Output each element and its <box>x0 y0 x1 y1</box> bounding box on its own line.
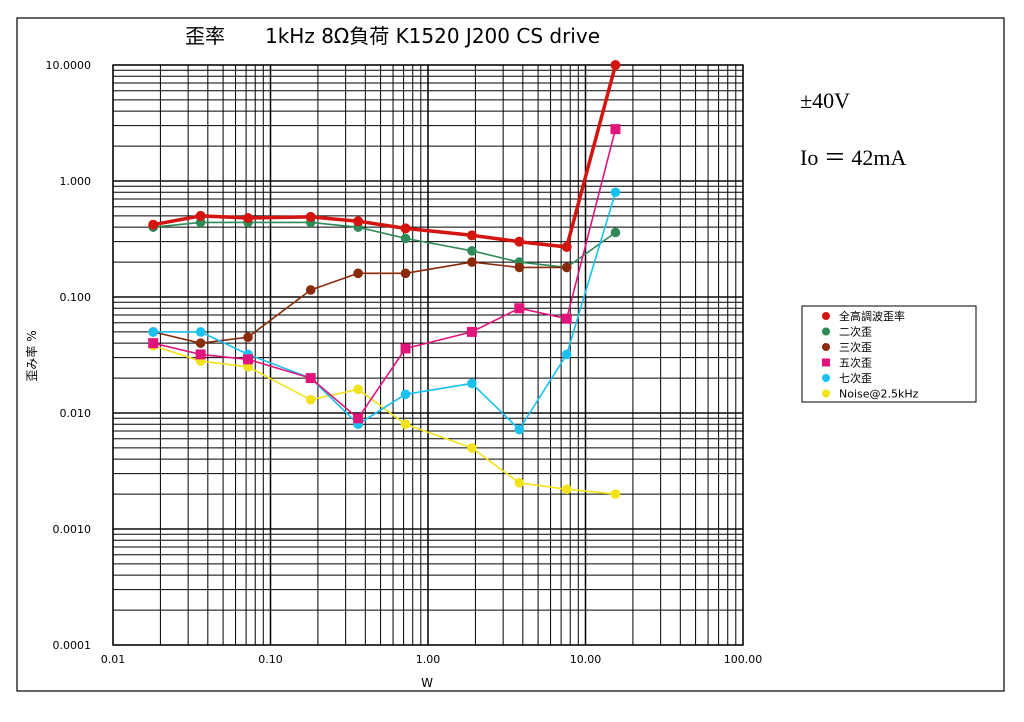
legend-marker <box>822 327 830 336</box>
legend-marker <box>822 358 830 367</box>
y-tick-label: 1.000 <box>60 175 92 188</box>
data-point <box>466 326 477 337</box>
legend-marker <box>822 312 830 320</box>
data-point <box>195 327 206 337</box>
x-tick-label: 0.10 <box>258 653 283 666</box>
data-point <box>561 313 572 324</box>
series-line <box>153 191 617 431</box>
x-axis-ticks: 0.01 0.10 1.00 10.00 100.00 <box>101 653 763 666</box>
data-point <box>353 216 364 227</box>
data-point <box>467 257 477 267</box>
plot-area-frame <box>112 64 744 646</box>
y-tick-label: 10.0000 <box>46 59 92 72</box>
data-point <box>467 378 477 389</box>
legend-label: 二次歪 <box>839 325 872 339</box>
data-point <box>305 394 316 405</box>
data-point <box>467 443 477 453</box>
y-tick-label: 0.010 <box>60 407 92 420</box>
data-point <box>514 478 525 488</box>
data-point <box>514 236 525 247</box>
y-axis-ticks: 0.0001 0.0010 0.010 0.100 1.000 10.0000 <box>46 59 92 652</box>
data-point <box>305 373 316 384</box>
data-point <box>514 262 525 273</box>
data-point <box>400 419 411 430</box>
legend-box <box>801 305 977 403</box>
y-tick-label: 0.0010 <box>53 523 92 536</box>
data-point <box>514 424 525 435</box>
chart-title: 歪率 1kHz 8Ω負荷 K1520 J200 CS drive <box>185 24 600 48</box>
x-tick-label: 1.00 <box>416 653 441 666</box>
data-point <box>400 233 411 244</box>
x-tick-label: 100.00 <box>724 653 763 666</box>
data-point <box>466 230 477 241</box>
data-point <box>610 60 621 70</box>
data-point <box>353 268 363 279</box>
legend-label: Noise@2.5kHz <box>839 388 919 401</box>
data-point <box>400 223 411 234</box>
data-point <box>400 389 411 400</box>
data-point <box>467 246 477 256</box>
data-point <box>243 354 254 365</box>
legend-marker <box>822 343 830 351</box>
data-point <box>561 349 572 360</box>
data-point <box>148 219 159 230</box>
data-point <box>561 241 572 252</box>
data-point <box>148 338 159 349</box>
data-point <box>305 211 316 222</box>
legend-label: 三次歪 <box>839 340 872 354</box>
series-line <box>152 64 618 249</box>
y-tick-label: 0.100 <box>60 291 92 304</box>
data-point <box>195 349 206 360</box>
series-line <box>152 344 616 495</box>
x-tick-label: 10.00 <box>570 653 602 666</box>
series-lines <box>148 60 621 499</box>
series-line <box>153 128 617 420</box>
data-point <box>610 124 621 135</box>
data-point <box>610 489 621 499</box>
data-point <box>195 338 206 348</box>
legend-label: 五次歪 <box>839 356 872 370</box>
annotation-idle-current: Io ＝ 42mA <box>800 145 906 170</box>
data-point <box>243 212 254 223</box>
data-point <box>400 268 411 279</box>
y-axis-label: 歪み率 % <box>24 330 39 381</box>
data-point <box>243 332 253 343</box>
data-point <box>400 343 411 354</box>
annotation-voltage: ±40V <box>800 88 850 113</box>
y-tick-label: 0.0001 <box>53 639 92 652</box>
data-point <box>610 227 621 238</box>
data-point <box>353 413 364 424</box>
data-point <box>561 262 572 273</box>
legend-label: 七次歪 <box>839 371 872 385</box>
legend-marker <box>822 389 830 398</box>
legend-marker <box>822 374 830 382</box>
data-point <box>148 327 159 337</box>
legend-label: 全高調波歪率 <box>839 309 905 323</box>
data-point <box>305 285 316 295</box>
data-point <box>514 303 525 314</box>
data-point <box>353 384 363 395</box>
data-point <box>610 187 621 198</box>
x-axis-label: W <box>421 676 433 690</box>
series-line <box>153 221 616 269</box>
data-point <box>195 210 206 221</box>
data-point <box>561 484 572 495</box>
data-point <box>243 362 253 372</box>
x-tick-label: 0.01 <box>101 653 126 666</box>
